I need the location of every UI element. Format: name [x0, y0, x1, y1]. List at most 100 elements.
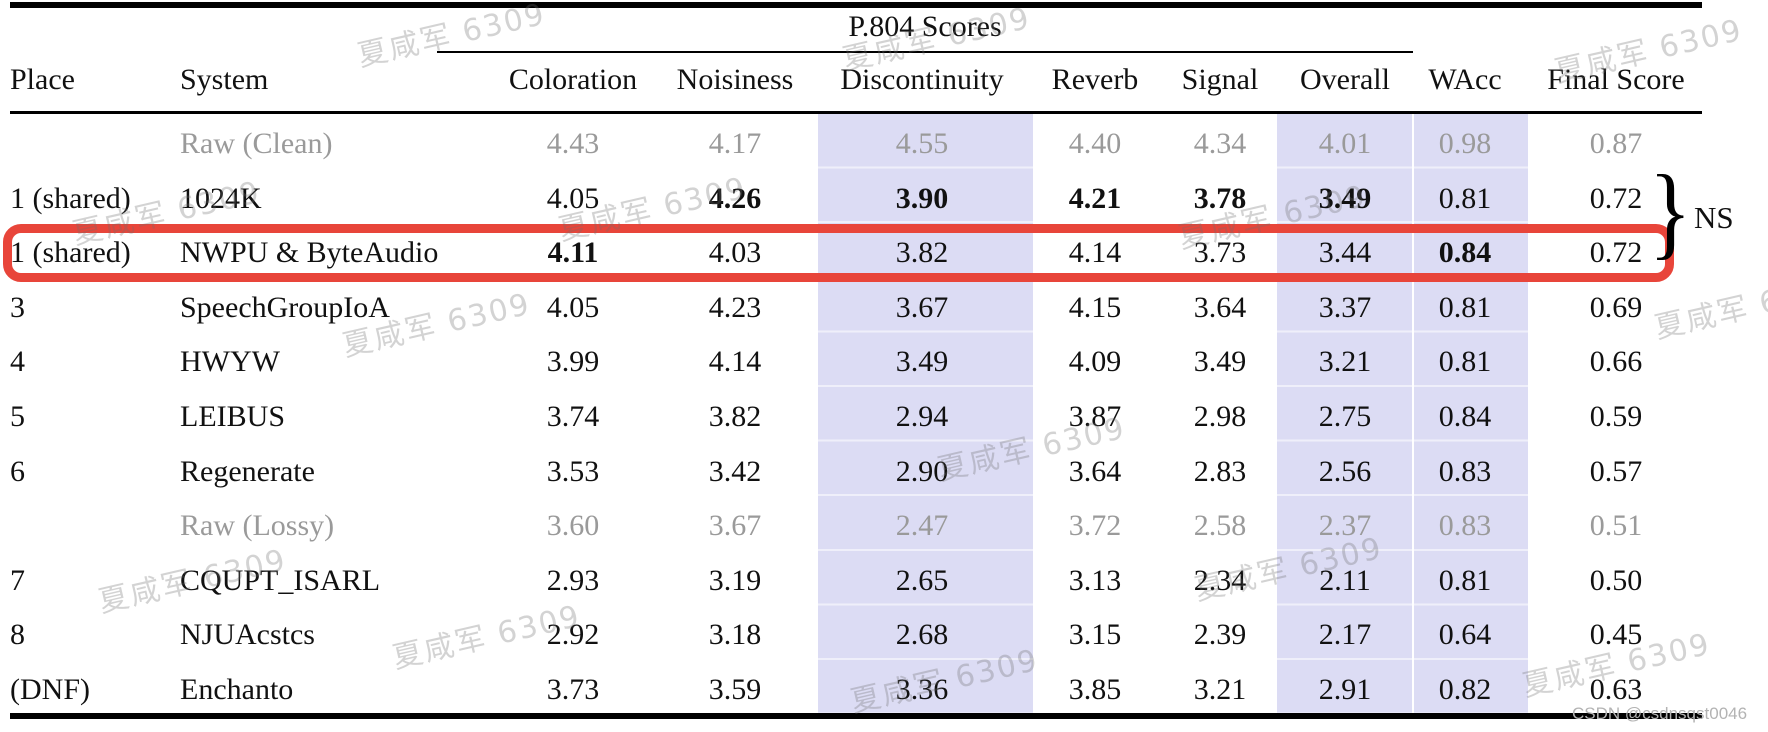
band-wacc-column — [1414, 114, 1528, 716]
group-header-rule — [437, 51, 1413, 53]
cell-overall: 2.11 — [1319, 563, 1371, 597]
cell-discontinuity: 4.55 — [895, 127, 949, 160]
column-header-reverb: Reverb — [1051, 63, 1139, 96]
cell-final-score: 0.72 — [1589, 236, 1643, 270]
table-row-raw-lossy-: Raw (Lossy) 3.60 3.67 2.47 3.72 2.58 2.37 0.83 0… — [0, 499, 1768, 554]
cell-overall: 3.21 — [1318, 345, 1372, 379]
cell-reverb: 3.15 — [1068, 618, 1122, 652]
column-header-system: System — [180, 63, 269, 96]
header-bottom-rule — [10, 111, 1702, 114]
ns-label: NS — [1694, 200, 1734, 235]
cell-signal: 3.78 — [1193, 181, 1247, 215]
cell-discontinuity: 2.47 — [895, 509, 949, 543]
cell-noisiness: 4.23 — [708, 290, 762, 324]
column-header-overall: Overall — [1300, 63, 1390, 96]
cell-wacc: 0.81 — [1438, 345, 1492, 379]
cell-place: 7 — [10, 563, 25, 597]
column-header-signal: Signal — [1181, 63, 1259, 96]
cell-discontinuity: 3.36 — [895, 673, 949, 706]
cell-coloration: 3.99 — [546, 345, 600, 379]
cell-reverb: 4.14 — [1068, 236, 1122, 270]
cell-signal: 3.21 — [1193, 673, 1247, 706]
cell-coloration: 3.74 — [546, 400, 600, 433]
cell-signal: 3.73 — [1193, 236, 1247, 270]
band-discontinuity-column — [818, 114, 1033, 716]
cell-overall: 2.56 — [1318, 454, 1372, 488]
cell-wacc: 0.81 — [1438, 181, 1492, 215]
cell-signal: 2.83 — [1193, 454, 1247, 488]
cell-coloration: 2.93 — [546, 563, 600, 597]
table-row-njuacstcs: 8 NJUAcstcs 2.92 3.18 2.68 3.15 2.39 2.17 0.64 0.… — [0, 608, 1768, 663]
cell-noisiness: 3.67 — [708, 509, 762, 543]
cell-overall: 2.17 — [1318, 618, 1372, 652]
table-row-nwpu-byteaudio: 1 (shared) NWPU & ByteAudio 4.11 4.03 3.82 4.… — [0, 226, 1768, 281]
cell-discontinuity: 3.82 — [895, 236, 949, 270]
cell-noisiness: 4.17 — [708, 127, 762, 160]
cell-place: 3 — [10, 290, 25, 324]
cell-system: 1024K — [180, 181, 262, 215]
cell-system: Raw (Lossy) — [180, 509, 335, 543]
cell-signal: 3.64 — [1193, 290, 1247, 324]
cell-coloration: 2.92 — [546, 618, 600, 652]
column-header-noisiness: Noisiness — [676, 63, 794, 96]
cell-coloration: 3.53 — [546, 454, 600, 488]
table-row-regenerate: 6 Regenerate 3.53 3.42 2.90 3.64 2.83 2.56 0.83 0… — [0, 445, 1768, 500]
table-row-leibus: 5 LEIBUS 3.74 3.82 2.94 3.87 2.98 2.75 0.84 0.59 — [0, 390, 1768, 445]
cell-final-score: 0.63 — [1589, 673, 1643, 706]
cell-reverb: 3.64 — [1068, 454, 1122, 488]
cell-coloration: 3.60 — [546, 509, 600, 543]
column-header-place: Place — [10, 63, 75, 96]
cell-noisiness: 4.03 — [708, 236, 762, 270]
cell-coloration: 4.05 — [546, 181, 600, 215]
cell-reverb: 3.87 — [1068, 400, 1122, 433]
cell-reverb: 3.13 — [1068, 563, 1122, 597]
column-header-discontinuity: Discontinuity — [840, 63, 1004, 96]
cell-signal: 3.49 — [1193, 345, 1247, 379]
cell-discontinuity: 3.49 — [895, 345, 949, 379]
cell-system: Enchanto — [180, 673, 294, 706]
cell-discontinuity: 2.90 — [895, 454, 949, 488]
cell-noisiness: 3.42 — [708, 454, 762, 488]
cell-coloration: 4.11 — [547, 236, 599, 270]
column-header-coloration: Coloration — [508, 63, 638, 96]
table-row-speechgroupioa: 3 SpeechGroupIoA 4.05 4.23 3.67 4.15 3.64 3.37 0… — [0, 281, 1768, 336]
cell-noisiness: 4.14 — [708, 345, 762, 379]
cell-wacc: 0.81 — [1438, 290, 1492, 324]
cell-discontinuity: 2.94 — [895, 400, 949, 433]
cell-wacc: 0.83 — [1438, 454, 1492, 488]
cell-system: Regenerate — [180, 454, 315, 488]
cell-final-score: 0.87 — [1589, 127, 1643, 160]
table-row-hwyw: 4 HWYW 3.99 4.14 3.49 4.09 3.49 3.21 0.81 0.66 — [0, 335, 1768, 390]
cell-wacc: 0.83 — [1438, 509, 1492, 543]
band-overall-column — [1277, 114, 1412, 716]
cell-noisiness: 4.26 — [708, 181, 762, 215]
cell-signal: 2.98 — [1193, 400, 1247, 433]
cell-overall: 2.75 — [1318, 400, 1372, 433]
cell-final-score: 0.45 — [1589, 618, 1643, 652]
cell-coloration: 3.73 — [546, 673, 600, 706]
cell-signal: 4.34 — [1193, 127, 1247, 160]
cell-system: Raw (Clean) — [180, 127, 333, 160]
cell-place: 4 — [10, 345, 25, 379]
table-row-enchanto: (DNF) Enchanto 3.73 3.59 3.36 3.85 3.21 2.91 0.8… — [0, 663, 1768, 718]
cell-place: 6 — [10, 454, 25, 488]
cell-system: LEIBUS — [180, 400, 285, 433]
cell-place: 1 (shared) — [10, 181, 131, 215]
cell-final-score: 0.72 — [1589, 181, 1643, 215]
cell-final-score: 0.50 — [1589, 563, 1643, 597]
cell-overall: 2.37 — [1318, 509, 1372, 543]
cell-wacc: 0.82 — [1438, 673, 1492, 706]
cell-overall: 4.01 — [1318, 127, 1372, 160]
cell-noisiness: 3.18 — [708, 618, 762, 652]
cell-system: NJUAcstcs — [180, 618, 315, 652]
cell-reverb: 4.40 — [1068, 127, 1122, 160]
table-bottom-rule — [10, 713, 1702, 719]
cell-final-score: 0.57 — [1589, 454, 1643, 488]
cell-place: 1 (shared) — [10, 236, 131, 270]
cell-discontinuity: 2.68 — [895, 618, 949, 652]
cell-final-score: 0.51 — [1589, 509, 1643, 543]
cell-final-score: 0.66 — [1589, 345, 1643, 379]
column-header-wacc: WAcc — [1428, 63, 1502, 96]
cell-final-score: 0.69 — [1589, 290, 1643, 324]
cell-signal: 2.39 — [1193, 618, 1247, 652]
